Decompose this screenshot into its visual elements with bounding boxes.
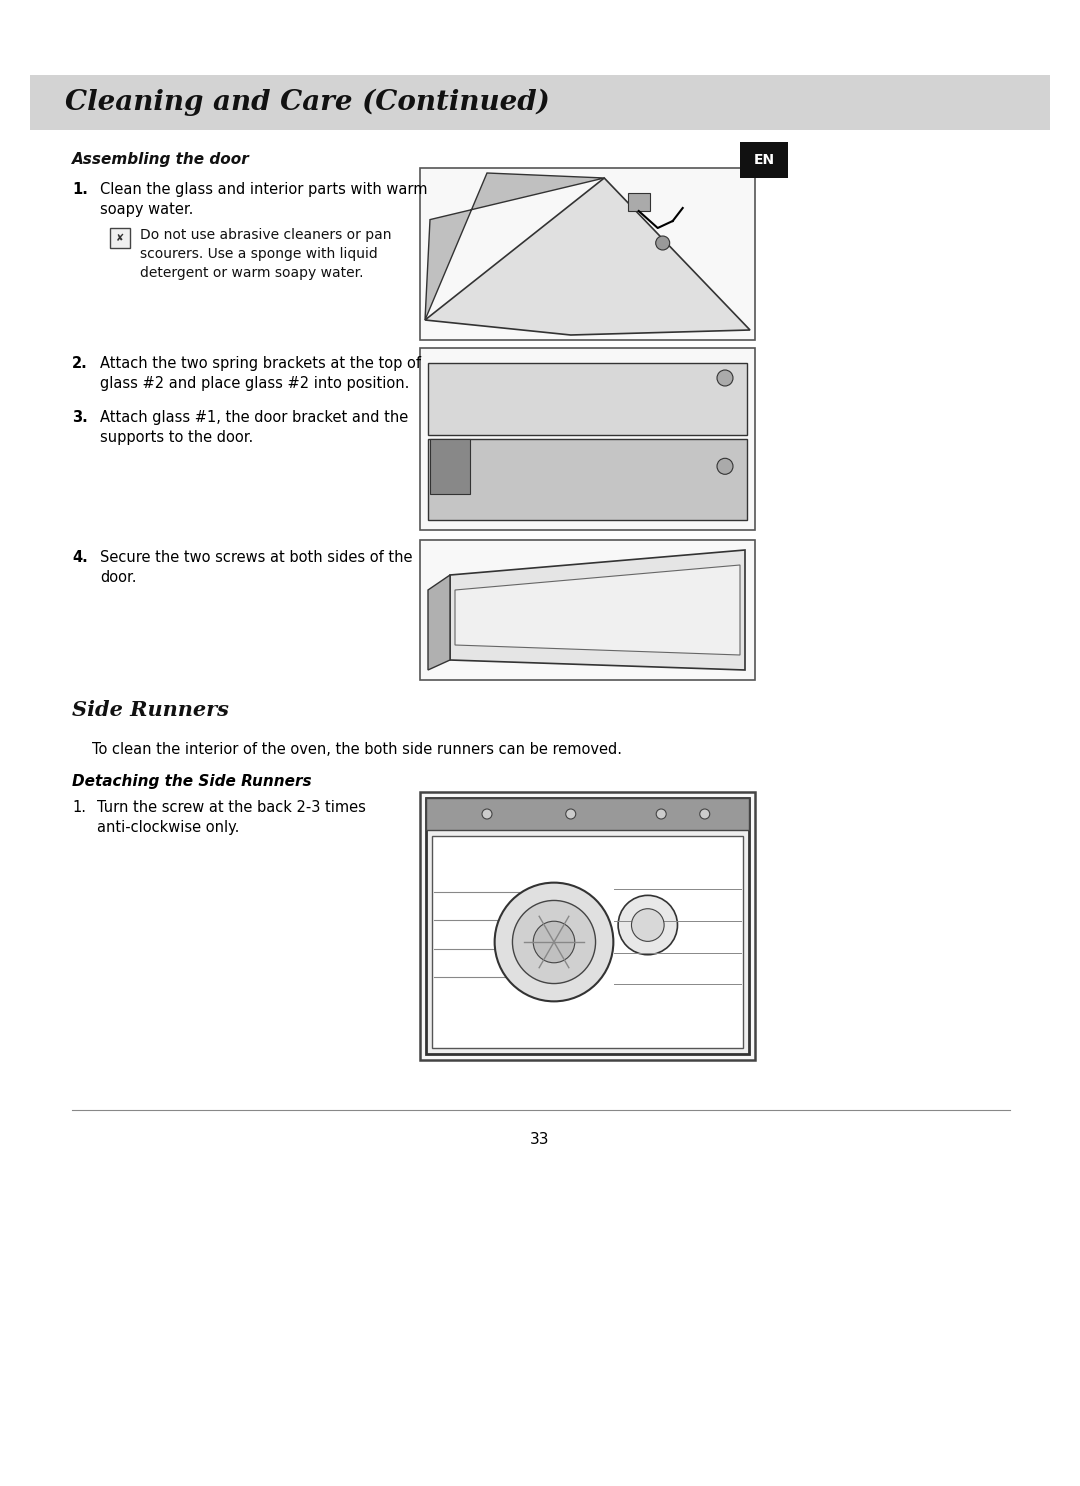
Circle shape xyxy=(495,883,613,1002)
Bar xyxy=(30,74,1050,129)
Polygon shape xyxy=(428,363,747,435)
Circle shape xyxy=(717,458,733,474)
Text: Attach glass #1, the door bracket and the
supports to the door.: Attach glass #1, the door bracket and th… xyxy=(100,410,408,444)
Polygon shape xyxy=(455,565,740,655)
Polygon shape xyxy=(426,178,750,334)
Circle shape xyxy=(534,921,575,963)
Text: Assembling the door: Assembling the door xyxy=(72,152,249,166)
Text: Do not use abrasive cleaners or pan
scourers. Use a sponge with liquid
detergent: Do not use abrasive cleaners or pan scou… xyxy=(140,227,391,279)
Polygon shape xyxy=(450,550,745,670)
Text: Cleaning and Care (Continued): Cleaning and Care (Continued) xyxy=(65,89,550,116)
Text: Detaching the Side Runners: Detaching the Side Runners xyxy=(72,774,312,789)
Text: Side Runners: Side Runners xyxy=(72,700,229,721)
Bar xyxy=(430,438,470,493)
Text: EN: EN xyxy=(754,153,774,166)
Circle shape xyxy=(618,896,677,954)
Text: To clean the interior of the oven, the both side runners can be removed.: To clean the interior of the oven, the b… xyxy=(92,742,622,756)
Text: Clean the glass and interior parts with warm
soapy water.: Clean the glass and interior parts with … xyxy=(100,181,428,217)
Bar xyxy=(110,227,130,248)
Text: ✘: ✘ xyxy=(116,233,124,244)
Circle shape xyxy=(717,370,733,386)
Bar xyxy=(420,348,755,531)
Circle shape xyxy=(657,808,666,819)
Text: Secure the two screws at both sides of the
door.: Secure the two screws at both sides of t… xyxy=(100,550,413,585)
Bar xyxy=(420,168,755,340)
Bar xyxy=(420,539,755,681)
Polygon shape xyxy=(426,172,604,319)
Text: Turn the screw at the back 2-3 times
anti-clockwise only.: Turn the screw at the back 2-3 times ant… xyxy=(97,799,366,835)
Circle shape xyxy=(656,236,670,250)
Circle shape xyxy=(632,909,664,941)
Circle shape xyxy=(700,808,710,819)
Text: 3.: 3. xyxy=(72,410,87,425)
Bar xyxy=(627,193,650,211)
Text: 2.: 2. xyxy=(72,357,87,372)
Bar xyxy=(426,798,750,831)
Circle shape xyxy=(512,901,595,984)
Circle shape xyxy=(482,808,492,819)
Polygon shape xyxy=(428,575,450,670)
Bar xyxy=(420,792,755,1060)
Text: 1.: 1. xyxy=(72,799,86,814)
Bar xyxy=(432,837,743,1048)
Text: 33: 33 xyxy=(530,1132,550,1147)
Bar xyxy=(740,143,788,178)
Polygon shape xyxy=(428,438,747,520)
Text: Attach the two spring brackets at the top of
glass #2 and place glass #2 into po: Attach the two spring brackets at the to… xyxy=(100,357,421,391)
Text: 4.: 4. xyxy=(72,550,87,565)
Bar xyxy=(426,798,750,1054)
Text: 1.: 1. xyxy=(72,181,87,198)
Circle shape xyxy=(566,808,576,819)
